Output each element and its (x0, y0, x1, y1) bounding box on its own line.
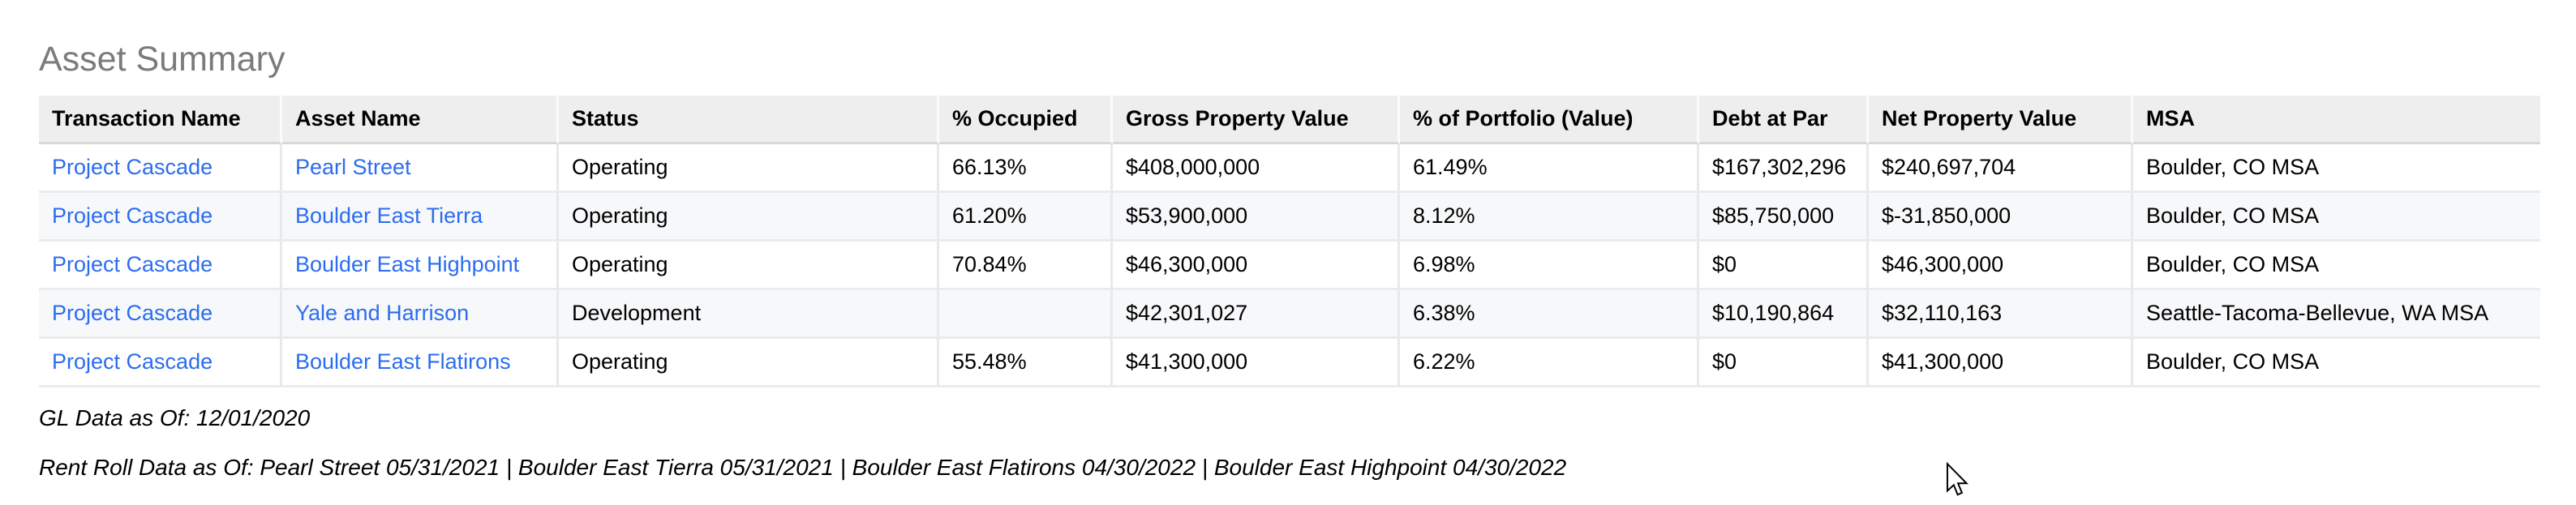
cell-msa: Seattle-Tacoma-Bellevue, WA MSA (2133, 290, 2540, 339)
table-row: Project Cascade Boulder East Highpoint O… (39, 242, 2540, 290)
asset-name-link[interactable]: Boulder East Flatirons (295, 349, 511, 374)
cell-gross-property-value: $41,300,000 (1113, 339, 1400, 387)
transaction-name-link[interactable]: Project Cascade (52, 203, 213, 228)
cell-debt-at-par: $0 (1699, 242, 1869, 290)
cell-gross-property-value: $408,000,000 (1113, 144, 1400, 193)
cell-asset-name: Pearl Street (282, 144, 559, 193)
gl-data-as-of-note: GL Data as Of: 12/01/2020 (39, 405, 311, 430)
cell-msa: Boulder, CO MSA (2133, 242, 2540, 290)
cell-net-property-value: $240,697,704 (1869, 144, 2133, 193)
cell-asset-name: Boulder East Flatirons (282, 339, 559, 387)
cell-pct-of-portfolio: 6.98% (1400, 242, 1699, 290)
cell-status: Operating (559, 193, 939, 242)
cell-pct-of-portfolio: 61.49% (1400, 144, 1699, 193)
asset-name-link[interactable]: Boulder East Tierra (295, 203, 483, 228)
col-header-debt-at-par[interactable]: Debt at Par (1699, 96, 1869, 144)
cell-debt-at-par: $85,750,000 (1699, 193, 1869, 242)
cell-status: Operating (559, 144, 939, 193)
transaction-name-link[interactable]: Project Cascade (52, 301, 213, 325)
cell-pct-occupied: 66.13% (939, 144, 1113, 193)
col-header-pct-of-portfolio[interactable]: % of Portfolio (Value) (1400, 96, 1699, 144)
cell-asset-name: Boulder East Highpoint (282, 242, 559, 290)
col-header-net-property-value[interactable]: Net Property Value (1869, 96, 2133, 144)
cell-debt-at-par: $0 (1699, 339, 1869, 387)
mouse-cursor-icon (1946, 462, 1968, 496)
cell-status: Operating (559, 242, 939, 290)
cell-transaction-name: Project Cascade (39, 144, 282, 193)
cell-pct-occupied: 55.48% (939, 339, 1113, 387)
cell-pct-of-portfolio: 6.38% (1400, 290, 1699, 339)
cell-gross-property-value: $46,300,000 (1113, 242, 1400, 290)
table-row: Project Cascade Pearl Street Operating 6… (39, 144, 2540, 193)
cell-msa: Boulder, CO MSA (2133, 193, 2540, 242)
table-row: Project Cascade Yale and Harrison Develo… (39, 290, 2540, 339)
table-row: Project Cascade Boulder East Tierra Oper… (39, 193, 2540, 242)
cell-pct-occupied: 70.84% (939, 242, 1113, 290)
cell-asset-name: Yale and Harrison (282, 290, 559, 339)
transaction-name-link[interactable]: Project Cascade (52, 155, 213, 179)
cell-debt-at-par: $167,302,296 (1699, 144, 1869, 193)
cell-status: Development (559, 290, 939, 339)
cell-net-property-value: $46,300,000 (1869, 242, 2133, 290)
cell-gross-property-value: $53,900,000 (1113, 193, 1400, 242)
cell-pct-occupied: 61.20% (939, 193, 1113, 242)
cell-asset-name: Boulder East Tierra (282, 193, 559, 242)
cell-msa: Boulder, CO MSA (2133, 339, 2540, 387)
asset-name-link[interactable]: Boulder East Highpoint (295, 252, 520, 276)
asset-name-link[interactable]: Yale and Harrison (295, 301, 470, 325)
asset-name-link[interactable]: Pearl Street (295, 155, 411, 179)
cell-pct-of-portfolio: 6.22% (1400, 339, 1699, 387)
cell-net-property-value: $32,110,163 (1869, 290, 2133, 339)
cell-transaction-name: Project Cascade (39, 242, 282, 290)
transaction-name-link[interactable]: Project Cascade (52, 349, 213, 374)
col-header-msa[interactable]: MSA (2133, 96, 2540, 144)
cell-msa: Boulder, CO MSA (2133, 144, 2540, 193)
transaction-name-link[interactable]: Project Cascade (52, 252, 213, 276)
cell-status: Operating (559, 339, 939, 387)
cell-net-property-value: $41,300,000 (1869, 339, 2133, 387)
cell-pct-of-portfolio: 8.12% (1400, 193, 1699, 242)
asset-summary-table: Transaction Name Asset Name Status % Occ… (39, 96, 2540, 387)
col-header-gross-property-value[interactable]: Gross Property Value (1113, 96, 1400, 144)
col-header-asset-name[interactable]: Asset Name (282, 96, 559, 144)
col-header-status[interactable]: Status (559, 96, 939, 144)
table-header-row: Transaction Name Asset Name Status % Occ… (39, 96, 2540, 144)
cell-gross-property-value: $42,301,027 (1113, 290, 1400, 339)
cell-transaction-name: Project Cascade (39, 339, 282, 387)
cell-transaction-name: Project Cascade (39, 290, 282, 339)
rent-roll-data-as-of-note: Rent Roll Data as Of: Pearl Street 05/31… (39, 455, 1567, 480)
cell-debt-at-par: $10,190,864 (1699, 290, 1869, 339)
table-row: Project Cascade Boulder East Flatirons O… (39, 339, 2540, 387)
col-header-transaction-name[interactable]: Transaction Name (39, 96, 282, 144)
cell-pct-occupied (939, 290, 1113, 339)
cell-net-property-value: $-31,850,000 (1869, 193, 2133, 242)
page-title: Asset Summary (39, 40, 286, 79)
cell-transaction-name: Project Cascade (39, 193, 282, 242)
col-header-pct-occupied[interactable]: % Occupied (939, 96, 1113, 144)
